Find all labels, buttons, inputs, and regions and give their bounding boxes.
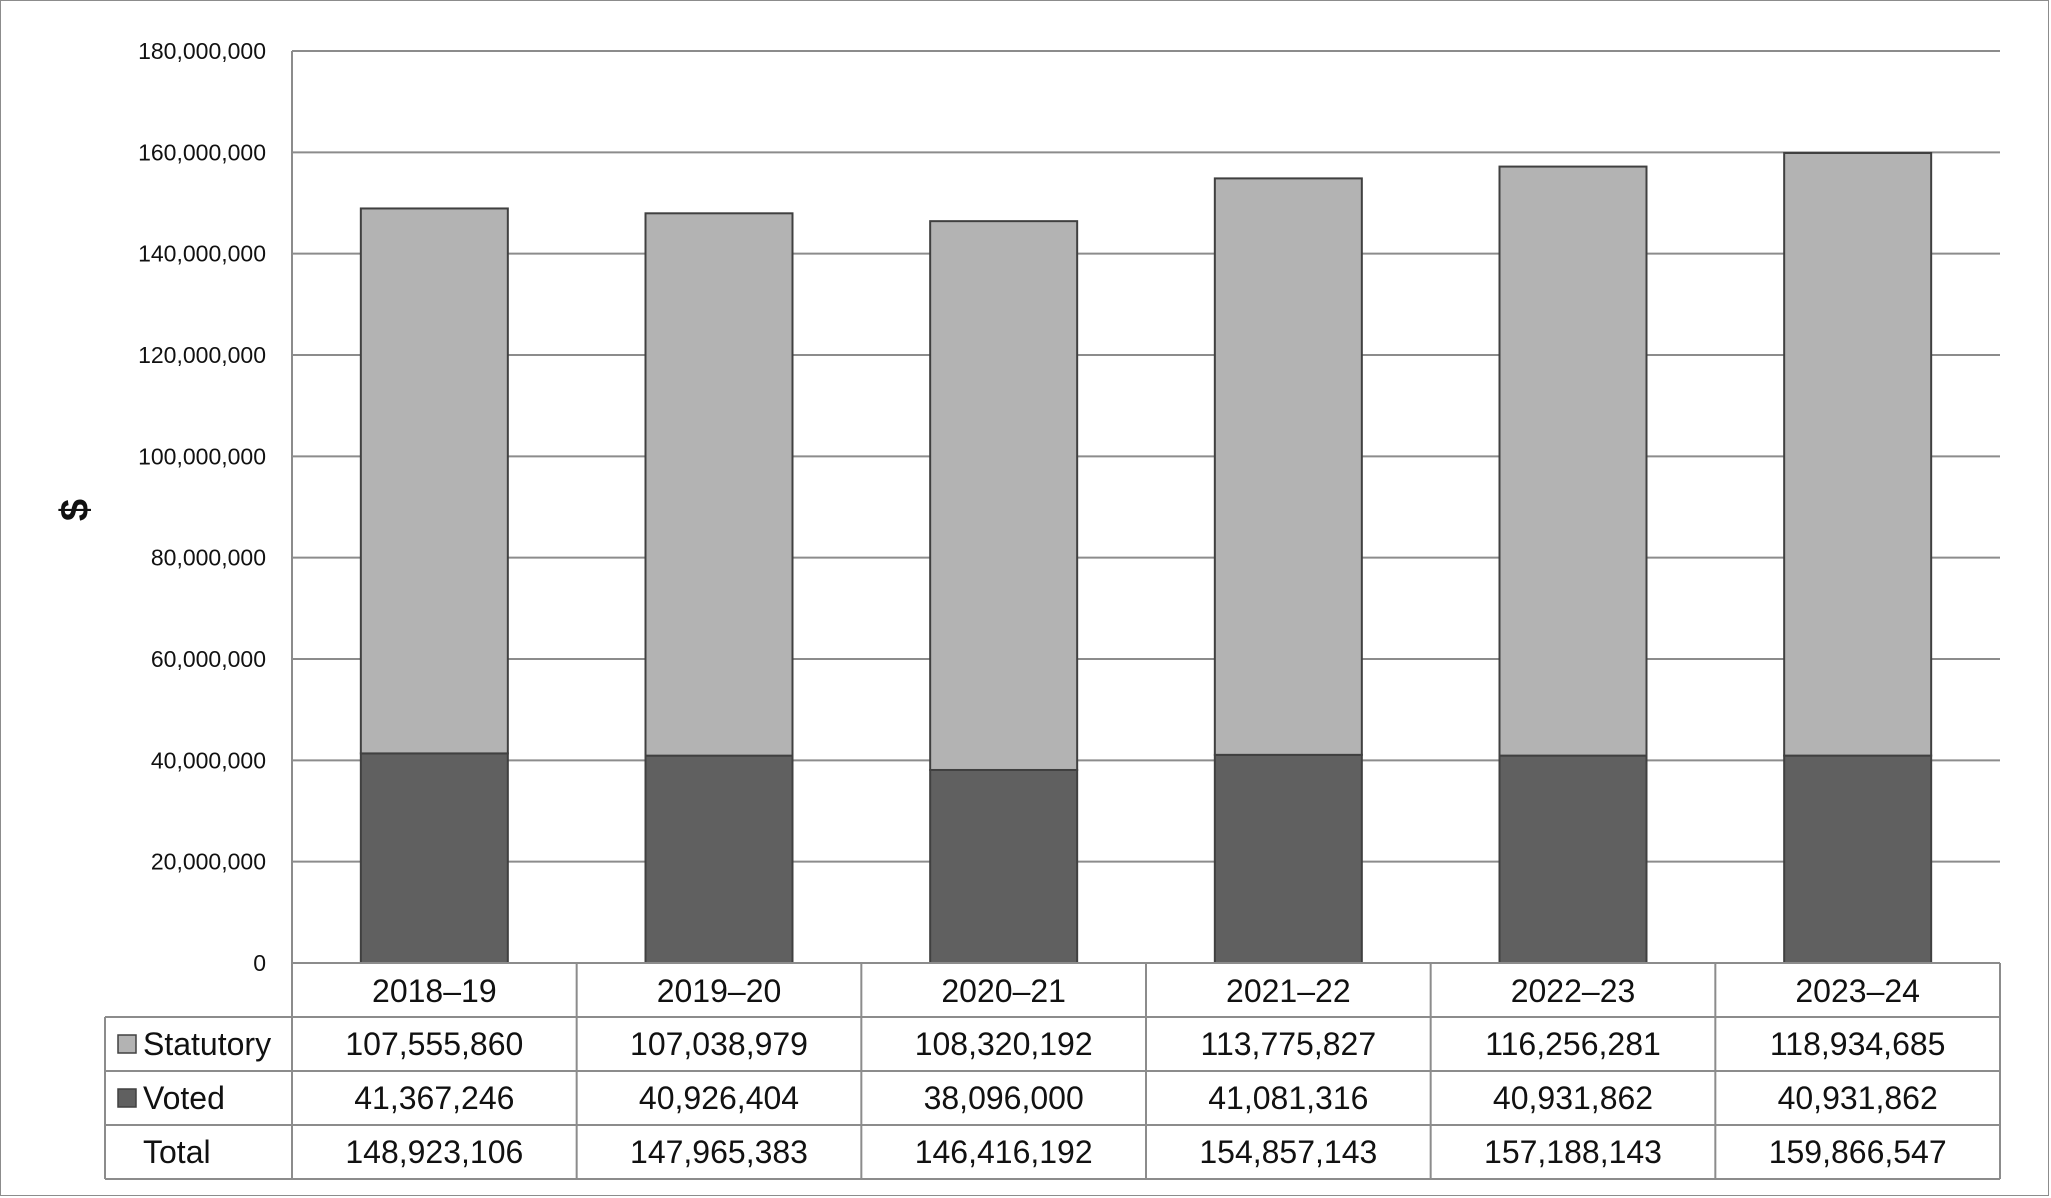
legend-key-voted [117,1088,137,1108]
y-tick-label: 20,000,000 [151,849,266,875]
y-tick-label: 80,000,000 [151,545,266,571]
data-label: 157,188,143 [1484,1134,1662,1170]
bar-voted-2 [644,754,794,964]
bar-statutory-6 [1783,152,1933,757]
bar-voted-3 [929,768,1079,965]
data-label: 40,931,862 [1493,1080,1653,1116]
bar-statutory-3 [929,220,1079,771]
data-label: 148,923,106 [345,1134,523,1170]
data-label: 116,256,281 [1485,1026,1661,1062]
data-label: 40,926,404 [639,1080,799,1116]
data-label: 107,555,860 [345,1026,523,1062]
y-tick-label: 40,000,000 [151,747,266,773]
data-label: 118,934,685 [1770,1026,1946,1062]
y-tick-label: 100,000,000 [138,443,266,469]
bars [359,152,1933,965]
data-label: 108,320,192 [915,1026,1093,1062]
data-label: 40,931,862 [1778,1080,1938,1116]
data-table: 2018–19 2019–20 2020–21 2021–22 2022–23 2023–… [104,962,2001,1180]
y-tick-label: 180,000,000 [138,38,266,64]
bar-voted-6 [1783,754,1933,964]
gridlines [291,50,2000,963]
data-label: 146,416,192 [915,1134,1093,1170]
data-label: 113,775,827 [1201,1026,1377,1062]
legend-key-statutory [117,1034,137,1054]
bar-voted-4 [1213,753,1363,965]
y-axis-label: $ [53,499,97,521]
bar-statutory-5 [1498,165,1648,757]
y-tick-label: 0 [253,950,266,976]
row-label-total: Total [143,1134,211,1170]
data-label: 107,038,979 [630,1026,808,1062]
y-tick-label: 160,000,000 [138,139,266,165]
y-axis-ticks: 0 20,000,000 40,000,000 60,000,000 80,000,00… [138,38,266,976]
y-tick-label: 60,000,000 [151,646,266,672]
x-category-label: 2018–19 [372,973,497,1009]
data-label: 41,367,246 [354,1080,514,1116]
x-category-label: 2022–23 [1511,973,1636,1009]
bar-statutory-1 [359,207,509,755]
bar-statutory-2 [644,212,794,757]
bar-voted-1 [359,752,509,964]
row-label-voted: Voted [143,1080,225,1116]
x-category-label: 2019–20 [657,973,782,1009]
data-label: 159,866,547 [1769,1134,1947,1170]
x-category-label: 2021–22 [1226,973,1351,1009]
bar-statutory-4 [1213,177,1363,756]
data-label: 154,857,143 [1199,1134,1377,1170]
data-label: 38,096,000 [924,1080,1084,1116]
y-tick-label: 140,000,000 [138,241,266,267]
data-label: 147,965,383 [630,1134,808,1170]
data-label: 41,081,316 [1208,1080,1368,1116]
row-label-statutory: Statutory [143,1026,271,1062]
bar-voted-5 [1498,754,1648,964]
x-category-label: 2020–21 [941,973,1066,1009]
x-category-label: 2023–24 [1795,973,1920,1009]
y-tick-label: 120,000,000 [138,342,266,368]
